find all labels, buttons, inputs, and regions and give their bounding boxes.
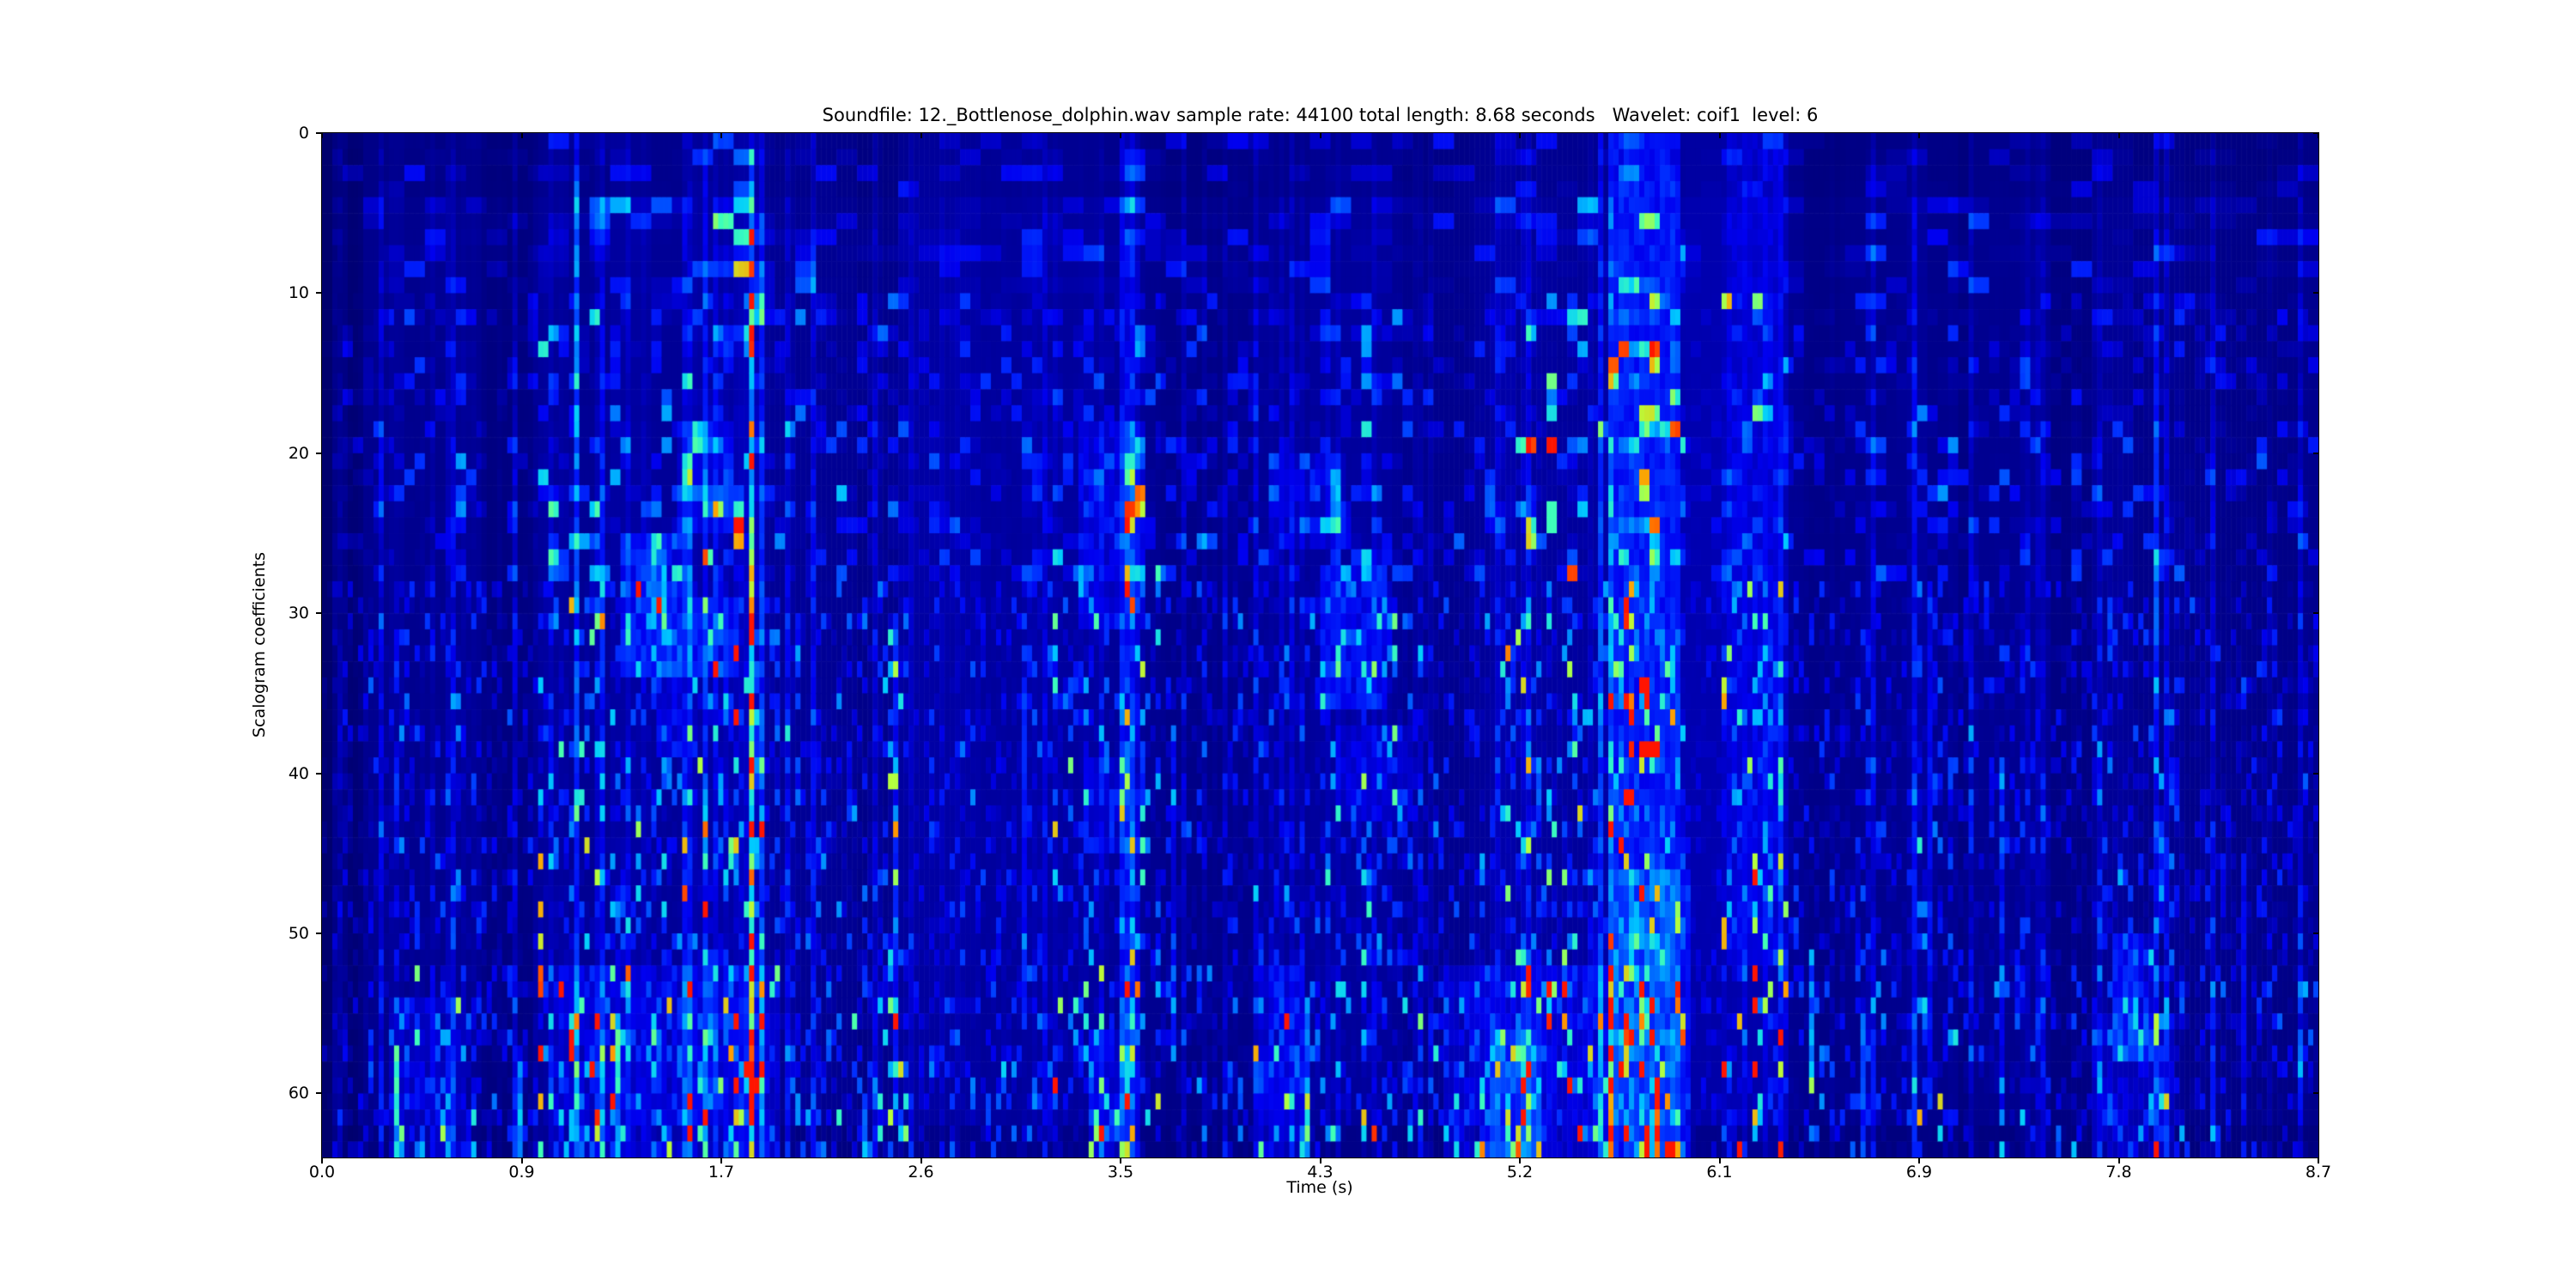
x-tick-mark: [920, 1157, 922, 1163]
x-tick-mark: [1718, 1157, 1721, 1163]
y-tick-mark: [316, 132, 322, 134]
x-tick-label: 8.7: [2305, 1163, 2332, 1182]
x-tick-mark: [321, 1157, 323, 1163]
x-tick-label: 3.5: [1107, 1163, 1134, 1182]
scalogram-heatmap: [322, 133, 2318, 1157]
y-tick-mark: [316, 772, 322, 775]
x-tick-mark-top: [1918, 133, 1920, 138]
x-tick-mark: [1519, 1157, 1521, 1163]
y-tick-mark: [316, 1092, 322, 1095]
x-tick-mark-top: [720, 133, 722, 138]
y-tick-label: 50: [288, 924, 309, 944]
y-tick-mark-right: [2313, 1092, 2318, 1095]
x-axis-label: Time (s): [1286, 1178, 1353, 1197]
x-tick-label: 5.2: [1506, 1163, 1534, 1182]
x-tick-mark: [720, 1157, 722, 1163]
y-tick-mark-right: [2313, 452, 2318, 454]
x-tick-label: 1.7: [708, 1163, 735, 1182]
y-tick-label: 60: [288, 1084, 309, 1103]
y-tick-mark: [316, 933, 322, 935]
x-tick-mark: [520, 1157, 523, 1163]
y-tick-label: 20: [288, 443, 309, 463]
x-tick-mark: [2117, 1157, 2120, 1163]
x-tick-mark-top: [920, 133, 922, 138]
x-tick-label: 7.8: [2105, 1163, 2132, 1182]
x-tick-mark-top: [1718, 133, 1721, 138]
x-tick-mark-top: [1120, 133, 1121, 138]
x-tick-label: 6.1: [1706, 1163, 1733, 1182]
y-tick-label: 10: [288, 283, 309, 303]
x-tick-label: 0.0: [308, 1163, 336, 1182]
x-tick-label: 4.3: [1307, 1163, 1334, 1182]
x-tick-mark: [2318, 1157, 2319, 1163]
y-tick-mark-right: [2313, 292, 2318, 295]
x-tick-mark: [1918, 1157, 1920, 1163]
x-tick-label: 6.9: [1905, 1163, 1933, 1182]
y-tick-mark: [316, 612, 322, 615]
y-tick-mark-right: [2313, 772, 2318, 775]
x-tick-mark-top: [321, 133, 323, 138]
x-tick-mark-top: [520, 133, 523, 138]
y-tick-mark: [316, 452, 322, 454]
x-tick-mark: [1319, 1157, 1321, 1163]
x-tick-mark: [1120, 1157, 1121, 1163]
y-axis-label: Scalogram coefficients: [250, 551, 269, 738]
y-tick-mark: [316, 292, 322, 295]
x-tick-mark-top: [2318, 133, 2319, 138]
x-tick-label: 2.6: [908, 1163, 934, 1182]
y-tick-mark-right: [2313, 132, 2318, 134]
chart-title: Soundfile: 12._Bottlenose_dolphin.wav sa…: [822, 105, 1819, 125]
y-tick-label: 0: [298, 124, 309, 143]
y-tick-mark-right: [2313, 933, 2318, 935]
x-tick-label: 0.9: [508, 1163, 535, 1182]
x-tick-mark-top: [1319, 133, 1321, 138]
y-tick-label: 40: [288, 763, 309, 783]
y-tick-label: 30: [288, 604, 309, 623]
x-tick-mark-top: [2117, 133, 2120, 138]
x-tick-mark-top: [1519, 133, 1521, 138]
y-tick-mark-right: [2313, 612, 2318, 615]
